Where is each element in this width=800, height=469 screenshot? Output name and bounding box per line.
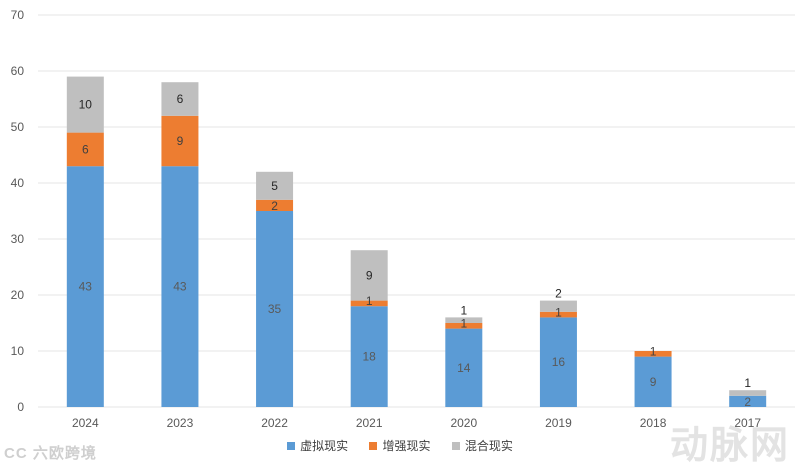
y-tick-0: 0 — [17, 400, 24, 414]
bar-ar-2019 — [539, 311, 577, 318]
x-tick-2019: 2019 — [545, 416, 572, 430]
legend-swatch-mr — [451, 441, 460, 450]
y-tick-60: 60 — [11, 64, 25, 78]
label-vr-2023: 43 — [173, 280, 187, 294]
legend-label-ar: 增强现实 — [382, 439, 431, 453]
y-tick-20: 20 — [11, 288, 25, 302]
x-tick-2017: 2017 — [734, 416, 761, 430]
x-tick-2024: 2024 — [72, 416, 99, 430]
legend-label-mr: 混合现实 — [464, 439, 513, 453]
bar-ar-2020 — [445, 323, 483, 329]
label-mr-2022: 5 — [271, 179, 278, 193]
bar-mr-2021 — [350, 250, 388, 301]
legend-swatch-vr — [287, 441, 296, 450]
bar-vr-2023 — [161, 166, 199, 407]
label-mr-2021: 9 — [366, 268, 373, 282]
bar-mr-2023 — [161, 82, 199, 116]
label-ar-2023: 9 — [177, 134, 184, 148]
y-axis-ticks: 0 10 20 30 40 50 60 70 — [11, 8, 25, 414]
x-axis-ticks: 2024 2023 2022 2021 2020 2019 2018 2017 — [72, 416, 761, 430]
label-vr-2022: 35 — [268, 302, 282, 316]
bar-vr-2021 — [350, 306, 388, 407]
watermark-right: 动脉网 — [669, 425, 790, 467]
x-tick-2023: 2023 — [167, 416, 194, 430]
label-ar-2021: 1 — [366, 294, 373, 308]
bar-ar-2024 — [66, 132, 104, 167]
label-ar-2020: 1 — [460, 317, 467, 331]
bar-mr-2019 — [539, 300, 577, 312]
bar-vr-2019 — [539, 317, 577, 407]
legend: 虚拟现实 增强现实 混合现实 — [0, 437, 800, 454]
legend-item-vr: 虚拟现实 — [287, 437, 348, 454]
y-tick-70: 70 — [11, 8, 25, 22]
y-tick-30: 30 — [11, 232, 25, 246]
label-vr-2024: 43 — [79, 280, 93, 294]
bar-vr-2022 — [256, 211, 294, 407]
label-ar-2019: 1 — [555, 305, 562, 319]
x-tick-2020: 2020 — [450, 416, 477, 430]
bar-mr-2024 — [66, 76, 104, 133]
bar-ar-2023 — [161, 115, 199, 167]
label-vr-2017: 2 — [744, 395, 751, 409]
watermark-left: CC 六欧跨境 — [4, 445, 97, 462]
bar-vr-2018 — [634, 356, 672, 407]
y-tick-40: 40 — [11, 176, 25, 190]
legend-swatch-ar — [369, 441, 378, 450]
bar-ar-2021 — [350, 300, 388, 307]
label-mr-2017: 1 — [744, 376, 751, 390]
label-mr-2023: 6 — [177, 92, 184, 106]
label-vr-2021: 18 — [363, 350, 377, 364]
label-ar-2018: 1 — [650, 345, 657, 359]
bar-mr-2020 — [445, 317, 483, 323]
y-tick-50: 50 — [11, 120, 25, 134]
bar-mr-2022 — [256, 171, 294, 200]
legend-item-ar: 增强现实 — [369, 437, 431, 454]
label-mr-2020: 1 — [460, 303, 467, 317]
label-vr-2020: 14 — [457, 361, 471, 375]
label-ar-2022: 2 — [271, 199, 278, 213]
bar-vr-2017 — [729, 395, 767, 407]
x-tick-2021: 2021 — [356, 416, 383, 430]
x-tick-2018: 2018 — [640, 416, 667, 430]
label-ar-2024: 6 — [82, 142, 89, 156]
y-tick-10: 10 — [11, 344, 25, 358]
bar-ar-2022 — [256, 199, 294, 211]
legend-item-mr: 混合现实 — [451, 437, 513, 454]
legend-label-vr: 虚拟现实 — [300, 439, 349, 453]
bar-ar-2018 — [634, 351, 672, 357]
bar-vr-2024 — [66, 166, 104, 407]
label-vr-2019: 16 — [552, 355, 566, 369]
bar-vr-2020 — [445, 328, 483, 407]
label-mr-2024: 10 — [79, 98, 93, 112]
gridlines — [38, 14, 795, 408]
label-vr-2018: 9 — [650, 375, 657, 389]
bar-mr-2017 — [729, 390, 767, 396]
x-tick-2022: 2022 — [261, 416, 288, 430]
label-mr-2019: 2 — [555, 287, 562, 301]
bars — [66, 76, 767, 407]
